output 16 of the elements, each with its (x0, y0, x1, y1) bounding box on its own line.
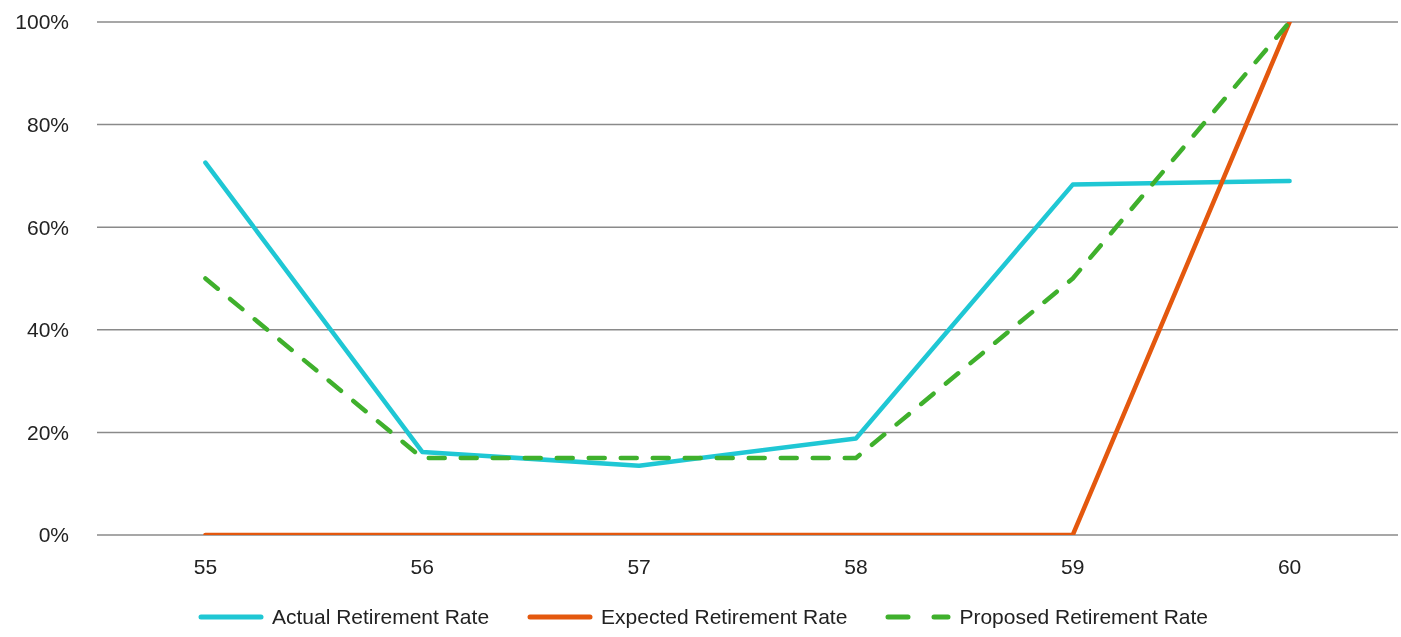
x-tick-label: 60 (1277, 554, 1302, 578)
legend-label: Actual Retirement Rate (271, 605, 490, 629)
y-tick-label: 100% (15, 10, 69, 34)
x-tick-label: 56 (410, 554, 434, 578)
y-tick-label: 20% (26, 420, 69, 444)
y-tick-label: 80% (26, 113, 69, 137)
y-tick-label: 0% (38, 523, 69, 547)
x-tick-label: 58 (844, 554, 868, 578)
x-tick-label: 57 (627, 554, 651, 578)
x-tick-label: 55 (193, 554, 218, 578)
line-series (203, 160, 1292, 468)
y-tick-label: 40% (26, 318, 69, 342)
legend-label: Expected Retirement Rate (601, 605, 848, 629)
x-tick-label: 59 (1061, 554, 1085, 578)
y-tick-label: 60% (26, 215, 69, 239)
legend-label: Proposed Retirement Rate (959, 605, 1209, 629)
